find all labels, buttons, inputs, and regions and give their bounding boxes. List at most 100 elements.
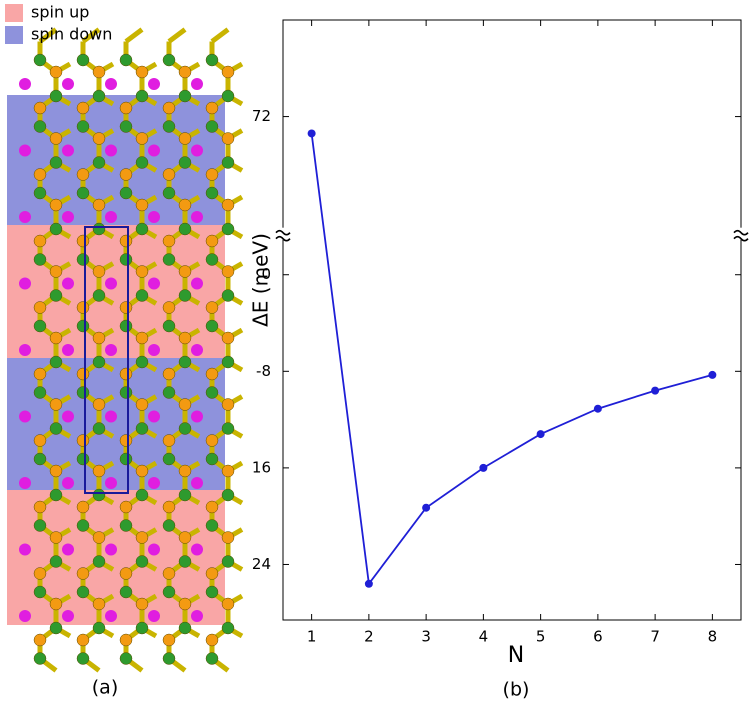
atom: [49, 289, 63, 302]
atom: [119, 367, 133, 381]
y-tick-label: 24: [252, 555, 271, 573]
atom: [105, 477, 117, 489]
atom: [162, 386, 176, 399]
atom: [162, 234, 176, 248]
atom: [148, 277, 160, 290]
bond: [38, 27, 58, 44]
x-tick-label: 6: [593, 628, 603, 646]
atom: [76, 53, 90, 67]
atom: [191, 144, 203, 157]
atom: [49, 156, 63, 169]
atom: [92, 422, 106, 435]
atom: [205, 101, 219, 115]
bond: [81, 27, 101, 44]
atom: [205, 120, 219, 133]
atom: [221, 398, 235, 411]
atom: [178, 89, 192, 103]
atom: [191, 344, 203, 356]
atom: [221, 555, 235, 568]
atom: [135, 132, 149, 145]
data-point: [651, 386, 660, 395]
atom: [49, 422, 63, 435]
atom: [76, 301, 90, 314]
atom: [205, 633, 219, 647]
atom: [33, 519, 47, 532]
atom: [33, 452, 47, 466]
atom: [162, 585, 176, 599]
atom: [33, 652, 47, 665]
y-axis-label: ΔE (meV): [249, 233, 273, 327]
atom: [119, 101, 133, 115]
atom: [62, 211, 74, 223]
atom: [205, 519, 219, 532]
atom: [33, 500, 47, 514]
y-tick-label: -8: [256, 362, 271, 380]
atom: [49, 331, 63, 345]
x-tick-label: 2: [364, 628, 374, 646]
atom: [135, 464, 149, 478]
atom: [76, 519, 90, 532]
atom: [19, 211, 31, 223]
atom: [119, 253, 133, 266]
atom: [221, 132, 235, 145]
atom: [76, 633, 90, 647]
data-point: [708, 370, 717, 379]
axis-break: [733, 229, 749, 236]
atom: [135, 597, 149, 611]
atom: [135, 331, 149, 345]
atom: [62, 543, 74, 556]
atom: [135, 488, 149, 502]
data-point: [422, 503, 431, 512]
atom: [33, 253, 47, 266]
atom: [148, 211, 160, 223]
x-tick-label: 4: [479, 628, 489, 646]
atom: [135, 398, 149, 411]
atom: [119, 500, 133, 514]
atom: [148, 543, 160, 556]
atom: [76, 234, 90, 248]
atom: [191, 78, 203, 90]
atom: [76, 434, 90, 447]
atom: [119, 120, 133, 133]
axis-break: [275, 229, 291, 236]
atom: [62, 144, 74, 157]
atom: [205, 234, 219, 248]
atom: [119, 53, 133, 67]
atom: [105, 410, 117, 423]
bond: [210, 27, 230, 44]
atom: [105, 144, 117, 157]
atom: [92, 621, 106, 635]
atom: [92, 289, 106, 302]
atom: [162, 367, 176, 381]
atom: [33, 585, 47, 599]
atom: [76, 500, 90, 514]
axis-break: [275, 235, 291, 242]
atom: [178, 132, 192, 145]
data-point: [479, 463, 488, 472]
data-point: [593, 404, 602, 413]
atom: [119, 434, 133, 447]
data-point: [536, 430, 545, 439]
atom: [221, 464, 235, 478]
atom: [76, 367, 90, 381]
atom: [119, 386, 133, 399]
atom: [178, 597, 192, 611]
atom: [105, 211, 117, 223]
atom: [191, 477, 203, 489]
atom: [135, 289, 149, 302]
atom: [205, 301, 219, 314]
atom: [205, 186, 219, 200]
atom: [76, 452, 90, 466]
atom: [19, 610, 31, 622]
atom: [221, 422, 235, 435]
atom: [49, 222, 63, 236]
atom: [49, 621, 63, 635]
atom: [19, 543, 31, 556]
atom: [92, 156, 106, 169]
atom: [76, 585, 90, 599]
legend-swatch: [5, 26, 23, 44]
atom: [19, 144, 31, 157]
atom: [221, 289, 235, 302]
atom: [76, 253, 90, 266]
